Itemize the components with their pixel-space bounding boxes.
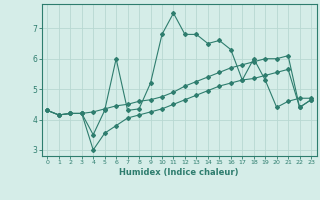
X-axis label: Humidex (Indice chaleur): Humidex (Indice chaleur): [119, 168, 239, 177]
